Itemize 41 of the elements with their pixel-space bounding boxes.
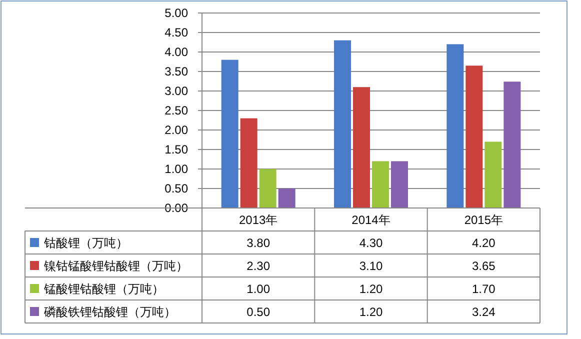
bar [504,82,521,208]
data-label: 2.30 [246,259,270,273]
x-tick-label: 2015年 [464,213,504,227]
legend-label: 镍钴锰酸锂钴酸锂（万吨） [43,259,188,273]
bar [391,161,408,208]
bar [372,161,389,208]
y-tick-label: 3.00 [164,84,188,98]
bar [334,40,351,208]
y-tick-label: 2.00 [164,123,188,137]
data-label: 1.70 [472,282,496,296]
bar [446,44,464,208]
data-label: 3.24 [472,305,496,319]
bar [466,66,483,208]
data-label: 3.80 [246,236,270,250]
bar [221,60,238,208]
y-tick-label: 5.00 [164,6,188,20]
data-label: 4.30 [359,236,383,250]
x-tick-label: 2014年 [352,213,390,227]
data-label: 3.65 [472,259,496,273]
data-label: 1.00 [246,282,270,296]
legend-label: 锰酸锂钴酸锂（万吨） [43,282,164,296]
bar [484,142,502,208]
legend-label: 磷酸铁锂钴酸锂（万吨） [43,305,176,319]
y-tick-label: 0.50 [164,182,188,196]
data-label: 1.20 [359,282,383,296]
data-label: 4.20 [472,236,496,250]
x-tick-label: 2013年 [238,213,278,227]
data-label: 3.10 [359,259,383,273]
y-tick-label: 1.50 [164,142,188,156]
data-label: 0.50 [246,305,270,319]
bar [278,188,296,208]
legend-label: 钴酸锂（万吨） [43,236,128,250]
y-tick-label: 2.50 [164,104,188,118]
bar [240,118,258,208]
y-tick-label: 4.00 [164,45,188,59]
bar [259,169,276,208]
data-label: 1.20 [359,305,383,319]
y-tick-label: 3.50 [164,64,188,78]
y-tick-label: 1.00 [164,162,188,176]
y-tick-label: 4.50 [164,26,188,40]
bar [353,87,370,208]
